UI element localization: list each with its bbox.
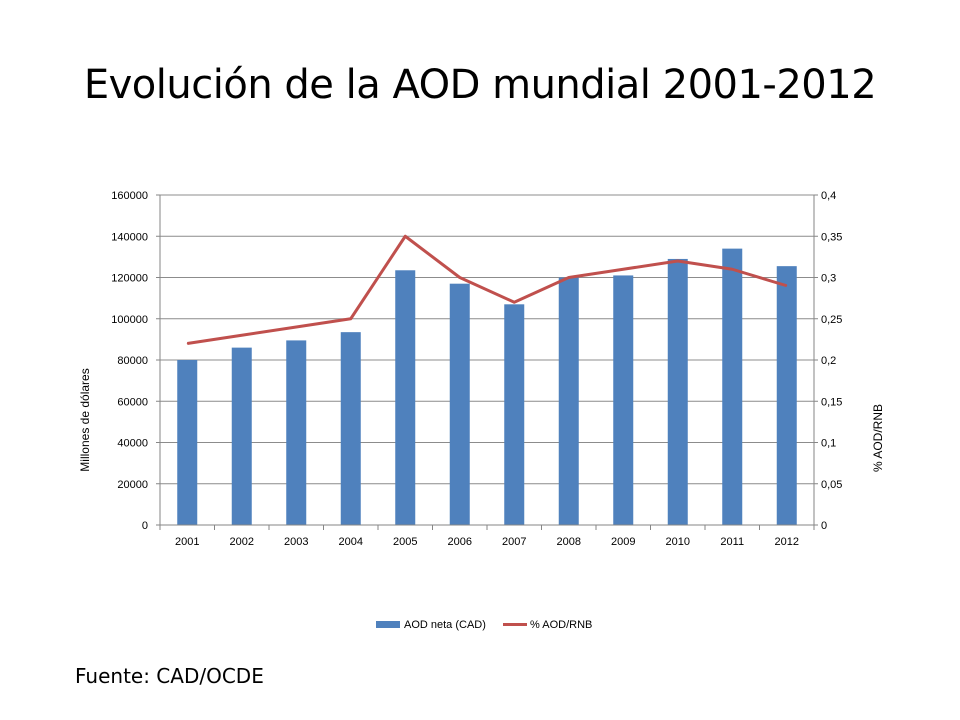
bar-2011 [722,248,743,525]
line-point-2004 [350,318,352,320]
line-point-2006 [459,277,461,278]
axes [159,195,815,530]
source-note: Fuente: CAD/OCDE [75,664,264,688]
line-point-2002 [241,334,243,336]
left-axis-ticks: 0 20000 40000 60000 80000 100000 120000 140000 1… [111,190,148,532]
bar-2001 [177,360,198,525]
y2-axis-title: % AOD/RNB [871,404,885,472]
line-point-2001 [186,343,188,344]
x-tick-label: 2008 [557,536,581,548]
line-point-2011 [731,268,733,270]
x-tick-label: 2011 [720,536,744,548]
bar-2012 [776,266,797,525]
bar-series [177,248,797,525]
bar-2007 [504,304,525,525]
x-tick-label: 2010 [666,536,690,548]
legend: AOD neta (CAD) % AOD/RNB [376,619,592,631]
x-tick-label: 2006 [448,536,472,548]
line-point-2005 [404,235,406,237]
x-tick-label: 2005 [393,536,417,548]
y-axis-title: Millones de dólares [78,368,92,471]
x-tick-label: 2007 [502,536,526,548]
bar-2004 [340,332,361,525]
y2-tick-label: 0,15 [821,396,842,408]
line-point-2008 [568,277,570,278]
y-tick-label: 0 [142,520,148,532]
line-point-2009 [622,268,624,270]
bar-2003 [286,340,307,525]
line-point-2010 [677,260,679,262]
y2-tick-label: 0,3 [821,273,836,285]
y-tick-label: 100000 [111,314,148,326]
bar-2005 [395,270,416,525]
x-tick-label: 2009 [611,536,635,548]
x-tick-label: 2002 [230,536,254,548]
x-tick-label: 2001 [175,536,199,548]
y-tick-label: 160000 [111,190,148,202]
right-axis-ticks: 0 0,05 0,1 0,15 0,2 0,25 0,3 0,35 0,4 [821,190,842,532]
line-aod-rnb [187,234,788,345]
bar-2008 [558,277,579,525]
y-tick-label: 80000 [117,355,148,367]
y-tick-label: 120000 [111,273,148,285]
y2-tick-label: 0,1 [821,438,836,450]
legend-label-bar: AOD neta (CAD) [404,619,486,631]
y-tick-label: 40000 [117,438,148,450]
bar-2002 [231,347,252,525]
y2-tick-label: 0,4 [821,190,836,202]
line-point-2007 [513,301,515,303]
line-point-2012 [786,285,788,287]
x-tick-label: 2003 [284,536,308,548]
y2-tick-label: 0 [821,520,827,532]
gridlines [156,194,818,526]
line-point-2003 [295,326,297,328]
bar-2010 [667,258,688,525]
x-tick-label: 2012 [775,536,799,548]
y2-tick-label: 0,35 [821,231,842,243]
y2-tick-label: 0,05 [821,479,842,491]
bar-2006 [449,283,470,525]
slide-title: Evolución de la AOD mundial 2001-2012 [83,62,877,108]
y-tick-label: 20000 [117,479,148,491]
legend-label-line: % AOD/RNB [530,619,592,631]
y-tick-label: 140000 [111,231,148,243]
y2-tick-label: 0,2 [821,355,836,367]
legend-swatch-bar [376,621,400,628]
y2-tick-label: 0,25 [821,314,842,326]
x-axis-ticks: 2001 2002 2003 2004 2005 2006 2007 2008 2009 2010… [175,536,799,548]
bar-2009 [613,275,634,525]
y-tick-label: 60000 [117,396,148,408]
x-tick-label: 2004 [339,536,363,548]
line-series [186,234,788,345]
